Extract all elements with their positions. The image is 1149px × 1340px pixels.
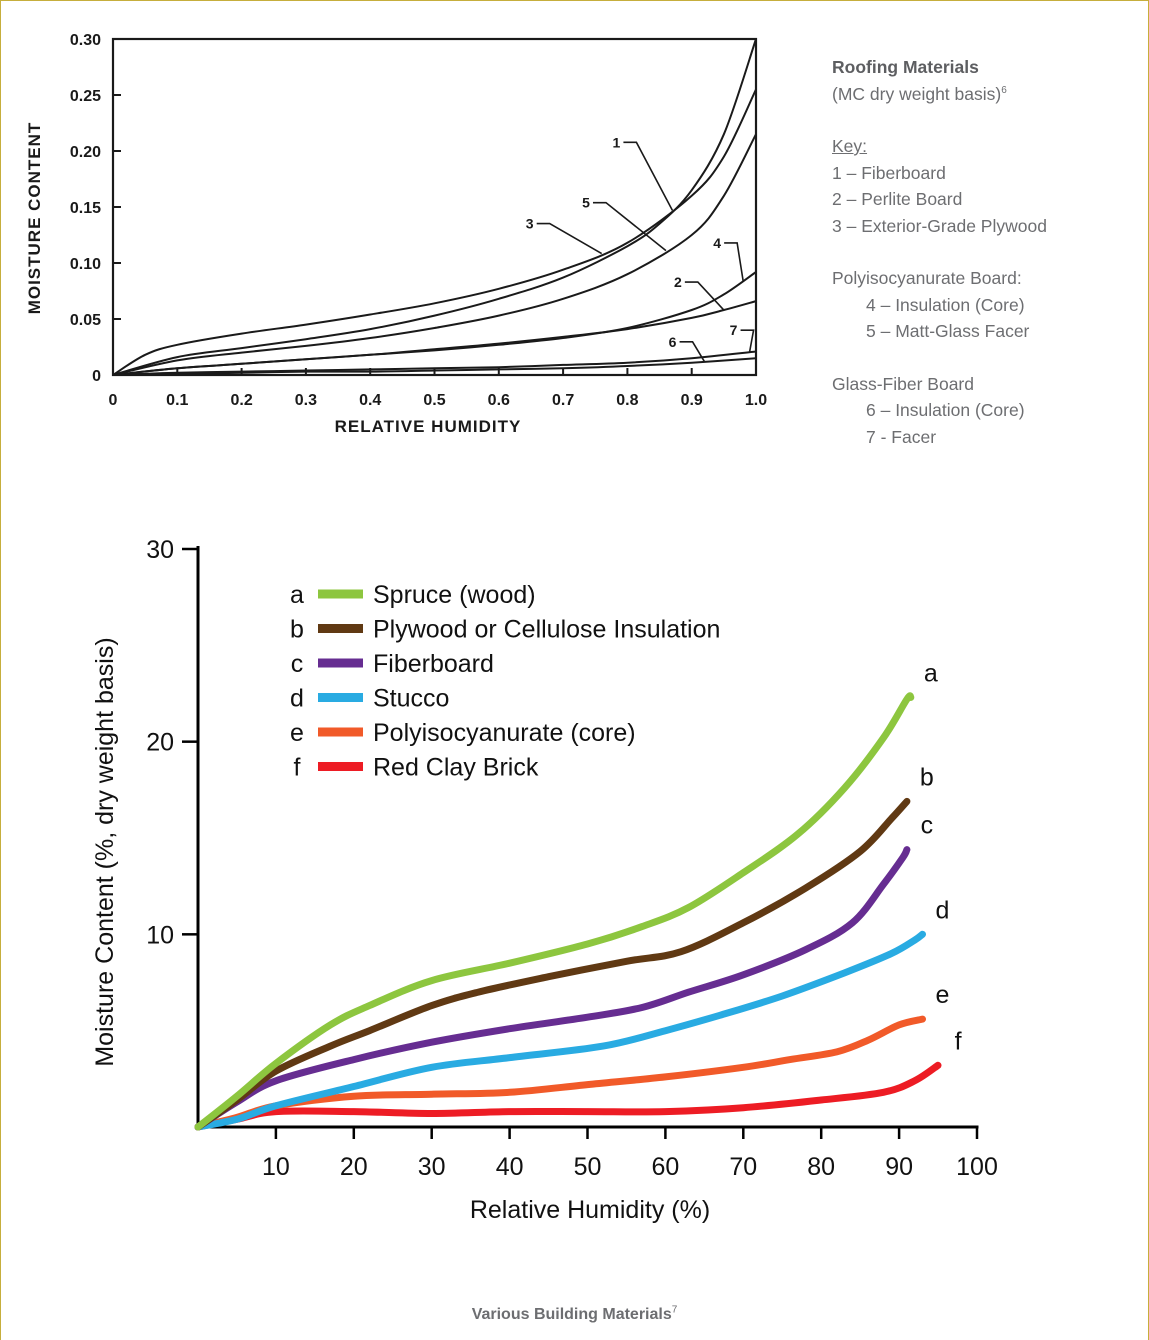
legend-label: Polyisocyanurate (core) [373, 719, 636, 747]
legend-id: d [290, 685, 304, 713]
building-chart-ylabel: Moisture Content (%, dry weight basis) [91, 637, 119, 1066]
roofing-y-tick-label: 0.20 [70, 144, 101, 161]
roofing-x-tick-label: 0.2 [230, 392, 252, 409]
bottom-caption-text: Various Building Materials [471, 1306, 672, 1323]
legend-label: Spruce (wood) [373, 581, 536, 609]
building-x-tick-label: 70 [729, 1153, 757, 1181]
roofing-x-tick-label: 0 [109, 392, 118, 409]
building-x-tick-label: 90 [885, 1153, 913, 1181]
roofing-x-tick-label: 0.7 [552, 392, 574, 409]
key-item: 5 – Matt-Glass Facer [866, 321, 1030, 341]
building-x-tick-label: 100 [956, 1153, 998, 1181]
key-heading: Key: [832, 136, 868, 156]
building-series-b [194, 797, 911, 1131]
building-y-tick-label: 10 [146, 921, 174, 949]
building-series-end-label: c [921, 812, 934, 840]
legend-id: c [291, 650, 304, 678]
building-y-tick-label: 20 [146, 729, 174, 757]
building-series-end-label: e [936, 981, 950, 1009]
roofing-series-4 [112, 271, 757, 376]
building-series-d [194, 930, 926, 1131]
roofing-series-5 [112, 133, 757, 376]
roofing-callout-label: 3 [526, 216, 534, 232]
roofing-callout-line [679, 340, 706, 363]
roofing-callout-line [684, 281, 725, 311]
roofing-x-tick-label: 0.1 [166, 392, 188, 409]
key-subtitle-footnote: 6 [1001, 84, 1007, 96]
key-group-title: Glass-Fiber Board [832, 373, 974, 394]
page-frame [0, 0, 1, 1340]
building-chart-xlabel: Relative Humidity (%) [470, 1196, 710, 1224]
roofing-y-tick-label: 0.25 [70, 88, 101, 105]
roofing-callout-label: 2 [674, 274, 682, 290]
key-item: 2 – Perlite Board [832, 189, 963, 209]
roofing-callout-label: 7 [730, 322, 738, 338]
building-x-tick-label: 60 [651, 1153, 679, 1181]
building-y-tick-label: 30 [146, 536, 174, 564]
roofing-callout-label: 6 [669, 334, 677, 350]
roofing-callout-label: 5 [582, 195, 590, 211]
roofing-series-3 [112, 88, 757, 376]
roofing-y-tick-label: 0.15 [70, 200, 101, 217]
building-series-end-label: a [924, 659, 938, 687]
legend-id: e [290, 719, 304, 747]
building-x-tick-label: 30 [418, 1153, 446, 1181]
key-item: 6 – Insulation (Core) [866, 400, 1025, 420]
roofing-y-tick-label: 0.30 [70, 32, 101, 49]
building-series-end-label: f [955, 1027, 962, 1055]
key-title: Roofing Materials [832, 57, 979, 77]
roofing-y-tick-label: 0.05 [70, 312, 101, 329]
legend-id: b [290, 616, 304, 644]
building-x-tick-label: 40 [496, 1153, 524, 1181]
roofing-callout-line [724, 242, 744, 282]
roofing-series-1 [112, 38, 757, 376]
key-item: 4 – Insulation (Core) [866, 294, 1025, 315]
roofing-y-tick-label: 0 [92, 368, 101, 385]
legend-id: f [294, 754, 301, 782]
key-subtitle: (MC dry weight basis) [832, 83, 1002, 104]
roofing-callout-line [623, 141, 674, 211]
bottom-caption-footnote: 7 [671, 1304, 678, 1316]
key-item: 1 – Fiberboard [832, 162, 946, 183]
building-x-tick-label: 80 [807, 1153, 835, 1181]
roofing-x-tick-label: 0.8 [616, 392, 638, 409]
roofing-key-panel: Roofing Materials (MC dry weight basis)6… [832, 54, 1132, 450]
key-group-title: Polyisocyanurate Board: [832, 268, 1022, 288]
building-materials-chart: 10 20 30 40 50 60 70 80 90 100 10 20 30 a Spruce (wo… [91, 536, 998, 1224]
roofing-x-tick-label: 0.9 [681, 392, 703, 409]
key-item: 3 – Exterior-Grade Plywood [832, 215, 1047, 236]
roofing-chart-xlabel: RELATIVE HUMIDITY [335, 417, 522, 436]
building-x-tick-label: 50 [574, 1153, 602, 1181]
key-item: 7 - Facer [866, 426, 937, 447]
building-series-end-label: b [920, 763, 934, 791]
legend-label: Red Clay Brick [373, 754, 539, 782]
roofing-x-tick-label: 0.4 [359, 392, 381, 409]
legend-label: Stucco [373, 685, 449, 713]
bottom-caption: Various Building Materials7 [0, 1304, 1149, 1324]
building-x-tick-label: 10 [262, 1153, 290, 1181]
roofing-y-tick-label: 0.10 [70, 256, 101, 273]
legend-label: Fiberboard [373, 650, 494, 678]
building-series-f [194, 1061, 942, 1131]
legend-label: Plywood or Cellulose Insulation [373, 616, 720, 644]
roofing-x-tick-label: 0.3 [295, 392, 317, 409]
legend-id: a [290, 581, 304, 609]
roofing-callout-label: 4 [713, 235, 721, 251]
roofing-x-tick-label: 0.5 [423, 392, 445, 409]
building-series-a [194, 692, 915, 1131]
building-series-end-label: d [936, 896, 950, 924]
roofing-x-tick-label: 1.0 [745, 392, 767, 409]
building-series-c [194, 846, 911, 1131]
roofing-x-tick-label: 0.6 [488, 392, 510, 409]
roofing-callout-line [536, 222, 603, 255]
roofing-chart-ylabel: MOISTURE CONTENT [25, 122, 44, 315]
roofing-callout-line [740, 329, 755, 353]
roofing-callout-label: 1 [613, 134, 621, 150]
building-x-tick-label: 20 [340, 1153, 368, 1181]
roofing-callout-line [592, 201, 667, 252]
